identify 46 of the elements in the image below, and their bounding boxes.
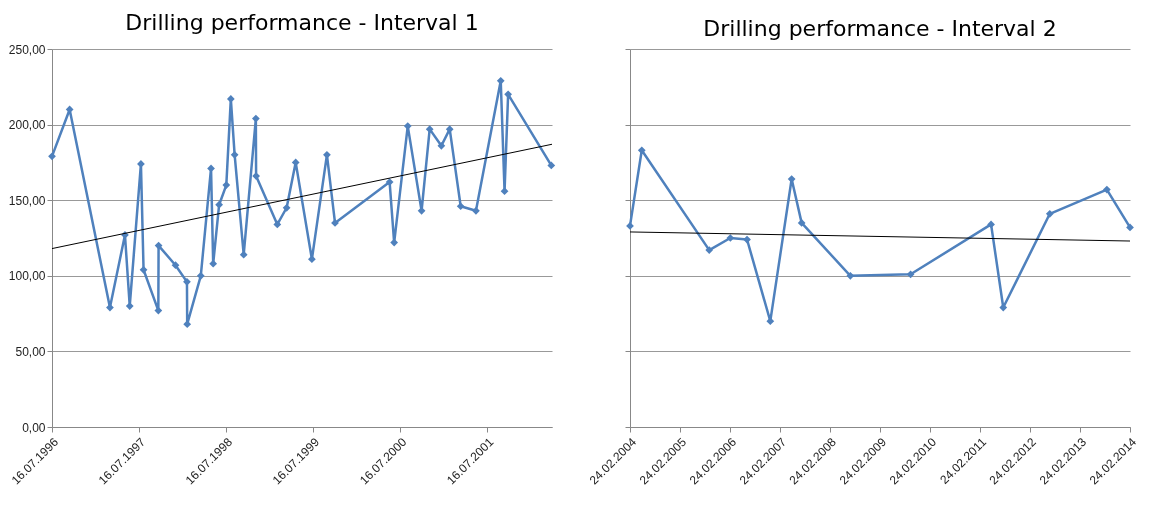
point <box>496 76 505 85</box>
point <box>251 114 260 123</box>
point <box>183 277 191 286</box>
point <box>137 160 145 168</box>
y-tick-label: 250,00 <box>8 42 46 57</box>
point <box>154 306 163 315</box>
point <box>230 150 239 159</box>
point <box>207 164 215 173</box>
point <box>323 150 331 159</box>
point <box>547 161 556 170</box>
point <box>846 271 855 280</box>
y-tick-label: 100,00 <box>8 269 46 284</box>
y-tick-label: 0,00 <box>22 420 46 435</box>
point <box>987 220 995 229</box>
point <box>743 235 751 244</box>
chart-title: Drilling performance - Interval 2 <box>703 15 1057 41</box>
chart-title: Drilling performance - Interval 1 <box>125 10 479 35</box>
point <box>437 141 446 150</box>
point <box>273 220 282 229</box>
point <box>48 152 56 161</box>
point <box>797 219 806 227</box>
point <box>1103 185 1111 194</box>
point <box>125 302 134 310</box>
y-tick-label: 50,00 <box>15 344 46 359</box>
point <box>215 200 224 209</box>
point <box>183 320 192 329</box>
point <box>154 241 163 250</box>
point <box>472 206 480 215</box>
point <box>705 246 714 254</box>
point <box>171 261 180 270</box>
point <box>331 219 339 227</box>
point <box>456 202 465 211</box>
point <box>787 175 796 183</box>
point <box>500 187 509 195</box>
point <box>1126 223 1134 232</box>
point <box>906 270 915 279</box>
y-tick-label: 200,00 <box>8 118 46 133</box>
point <box>403 122 412 130</box>
point <box>226 95 235 103</box>
point <box>282 203 291 212</box>
point <box>139 265 148 274</box>
point <box>222 181 231 189</box>
point <box>385 178 394 186</box>
point <box>308 255 316 264</box>
y-tick-label: 150,00 <box>8 193 46 208</box>
point <box>1045 209 1054 218</box>
